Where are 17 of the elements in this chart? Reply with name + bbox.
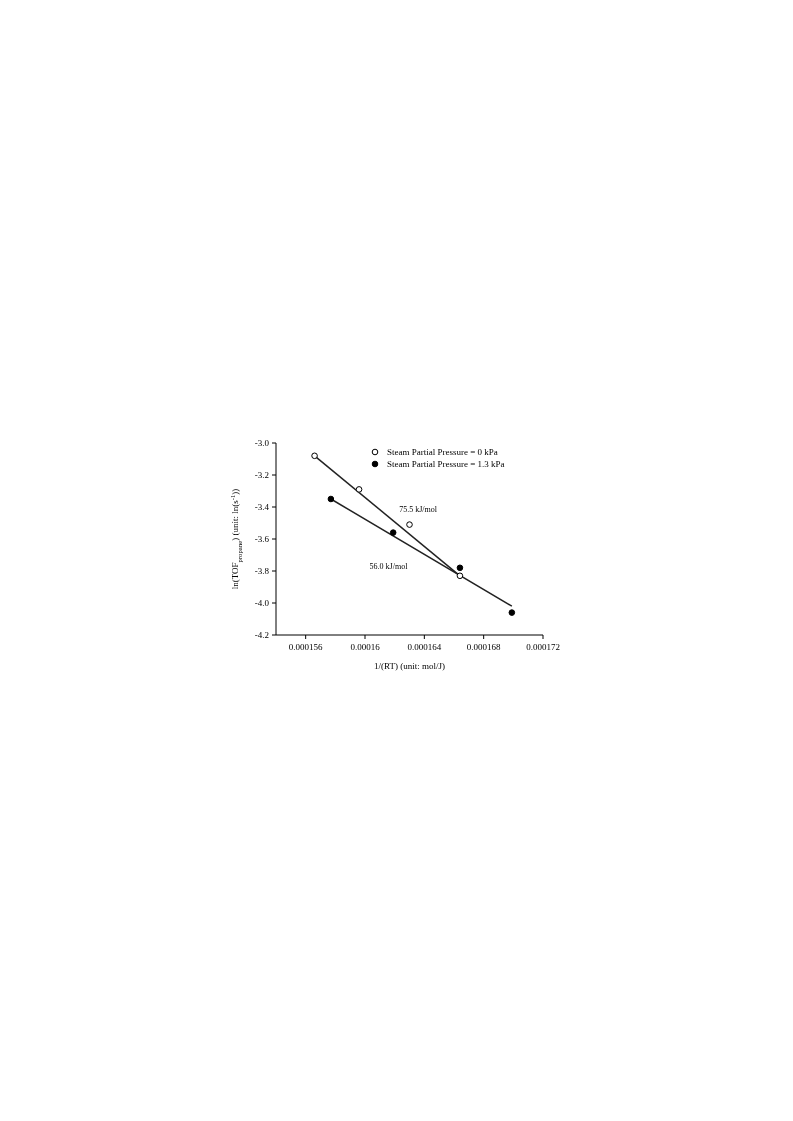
x-axis-title: 1/(RT) (unit: mol/J) [374, 661, 445, 671]
y-tick-label: -3.0 [254, 438, 270, 449]
x-tick-label: 0.000156 [288, 642, 324, 652]
x-tick-label: 0.00016 [350, 642, 381, 652]
y-tick-label: -4.2 [254, 630, 269, 641]
x-tick-label: 0.000168 [466, 642, 502, 652]
y-tick-label: -3.6 [254, 534, 270, 545]
x-tick-label: 0.000164 [407, 642, 442, 652]
legend-label: Steam Partial Pressure = 0 kPa [387, 447, 498, 458]
y-tick-label: -3.2 [254, 470, 269, 481]
legend-label: Steam Partial Pressure = 1.3 kPa [387, 459, 505, 470]
y-tick-label: -3.4 [254, 502, 270, 513]
x-tick-label: 0.000172 [526, 642, 560, 652]
annotation: 75.5 kJ/mol [399, 504, 438, 514]
y-tick-label: -4.0 [254, 598, 270, 609]
annotation: 56.0 kJ/mol [369, 561, 409, 571]
y-tick-label: -3.8 [254, 566, 270, 577]
